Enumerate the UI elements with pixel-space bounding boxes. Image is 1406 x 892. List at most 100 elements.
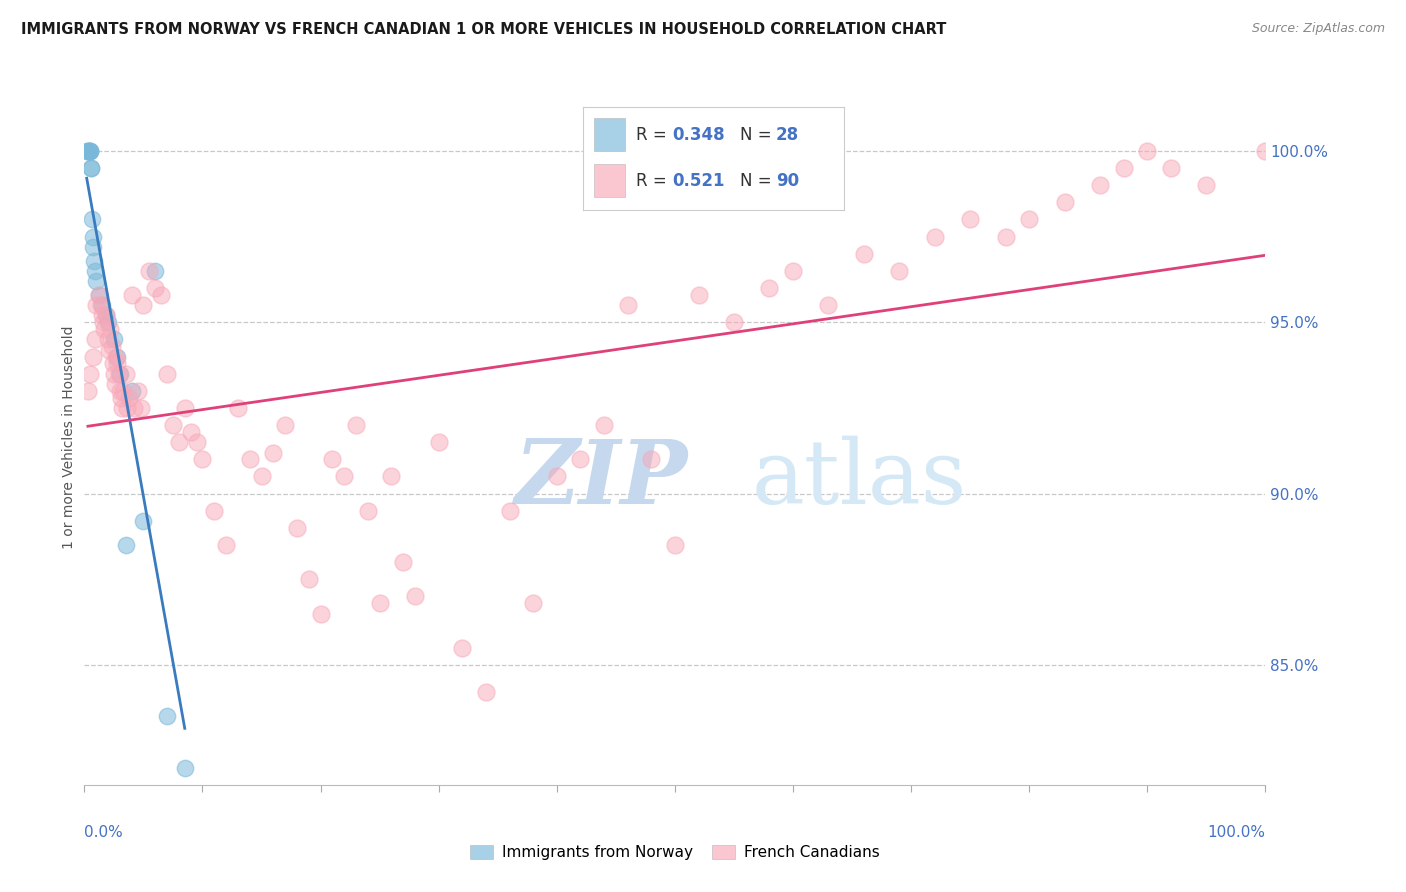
Point xyxy=(1136,144,1159,158)
Text: 0.348: 0.348 xyxy=(672,126,724,144)
Point xyxy=(1053,195,1076,210)
Point xyxy=(107,350,129,364)
Text: R =: R = xyxy=(636,126,672,144)
Point xyxy=(100,339,122,353)
Point xyxy=(79,144,101,158)
Point xyxy=(84,274,107,288)
Point xyxy=(82,240,104,254)
Point xyxy=(994,229,1017,244)
Point xyxy=(82,229,104,244)
Point xyxy=(333,469,356,483)
Point xyxy=(162,418,184,433)
Point xyxy=(368,596,391,610)
Text: 100.0%: 100.0% xyxy=(1208,825,1265,840)
Bar xyxy=(593,164,626,197)
Point xyxy=(118,391,141,405)
Point xyxy=(723,315,745,329)
Point xyxy=(262,445,284,459)
Point xyxy=(98,322,121,336)
Text: 0.0%: 0.0% xyxy=(84,825,124,840)
Point xyxy=(498,504,520,518)
Point xyxy=(475,685,498,699)
Point xyxy=(79,144,101,158)
Point xyxy=(191,452,214,467)
Point xyxy=(640,452,662,467)
Point xyxy=(173,761,195,775)
Point xyxy=(156,367,179,381)
Text: 28: 28 xyxy=(776,126,799,144)
Point xyxy=(87,288,110,302)
Point xyxy=(274,418,297,433)
Point xyxy=(1160,161,1182,175)
Point xyxy=(889,264,911,278)
Point xyxy=(321,452,343,467)
Point xyxy=(127,384,149,398)
Point xyxy=(427,435,450,450)
Point xyxy=(83,253,105,268)
Point xyxy=(103,332,125,346)
Point xyxy=(94,309,117,323)
Bar xyxy=(593,119,626,151)
Text: 90: 90 xyxy=(776,172,799,190)
Point xyxy=(180,425,202,439)
Point xyxy=(80,161,103,175)
Point xyxy=(167,435,190,450)
Point xyxy=(79,367,101,381)
Point xyxy=(121,384,143,398)
Point xyxy=(77,144,100,158)
Point xyxy=(111,401,134,415)
Point xyxy=(104,376,127,391)
Point xyxy=(1112,161,1135,175)
Point xyxy=(129,401,152,415)
Point xyxy=(186,435,208,450)
Point xyxy=(156,709,179,723)
Point xyxy=(250,469,273,483)
Point xyxy=(782,264,804,278)
Text: IMMIGRANTS FROM NORWAY VS FRENCH CANADIAN 1 OR MORE VEHICLES IN HOUSEHOLD CORREL: IMMIGRANTS FROM NORWAY VS FRENCH CANADIA… xyxy=(21,22,946,37)
Point xyxy=(522,596,544,610)
Point xyxy=(122,401,145,415)
Point xyxy=(143,281,166,295)
Point xyxy=(79,144,101,158)
Point xyxy=(143,264,166,278)
Point xyxy=(239,452,262,467)
Legend: Immigrants from Norway, French Canadians: Immigrants from Norway, French Canadians xyxy=(464,839,886,866)
Point xyxy=(132,298,155,312)
Point xyxy=(84,298,107,312)
Point xyxy=(569,452,592,467)
Point xyxy=(76,144,98,158)
Point xyxy=(546,469,568,483)
Text: R =: R = xyxy=(636,172,672,190)
Point xyxy=(664,538,686,552)
Point xyxy=(758,281,780,295)
Point xyxy=(616,298,638,312)
Text: N =: N = xyxy=(740,126,776,144)
Point xyxy=(108,384,131,398)
Point xyxy=(77,144,100,158)
Point xyxy=(97,315,120,329)
Point xyxy=(357,504,380,518)
Point xyxy=(105,350,128,364)
Point xyxy=(77,384,100,398)
Point xyxy=(593,418,616,433)
Point xyxy=(1254,144,1277,158)
Point xyxy=(91,309,114,323)
Point xyxy=(688,288,710,302)
Point xyxy=(202,504,225,518)
Point xyxy=(132,514,155,528)
Point xyxy=(852,246,875,260)
Point xyxy=(91,298,114,312)
Point xyxy=(93,322,115,336)
Point xyxy=(108,367,131,381)
Point xyxy=(226,401,249,415)
Point xyxy=(98,343,121,357)
Point xyxy=(107,356,129,370)
Text: atlas: atlas xyxy=(752,435,967,523)
Text: Source: ZipAtlas.com: Source: ZipAtlas.com xyxy=(1251,22,1385,36)
Point xyxy=(110,391,132,405)
Point xyxy=(150,288,173,302)
Point xyxy=(451,640,474,655)
Point xyxy=(114,367,136,381)
Point xyxy=(298,572,321,586)
Point xyxy=(90,298,112,312)
